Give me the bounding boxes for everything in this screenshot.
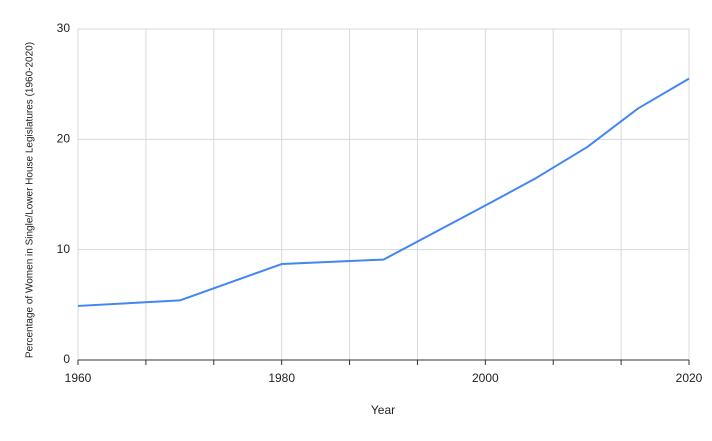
- y-tick-label: 30: [57, 21, 71, 35]
- x-tick-label: 2000: [472, 371, 499, 385]
- y-axis-title: Percentage of Women in Single/Lower Hous…: [25, 42, 36, 358]
- x-tick-label: 1960: [65, 371, 92, 385]
- y-tick-label: 0: [63, 352, 70, 366]
- x-axis-title: Year: [371, 403, 395, 417]
- y-tick-label: 20: [57, 132, 71, 146]
- y-tick-label: 10: [57, 242, 71, 256]
- x-tick-label: 2020: [676, 371, 703, 385]
- x-tick-label: 1980: [268, 371, 295, 385]
- data-line: [77, 77, 690, 307]
